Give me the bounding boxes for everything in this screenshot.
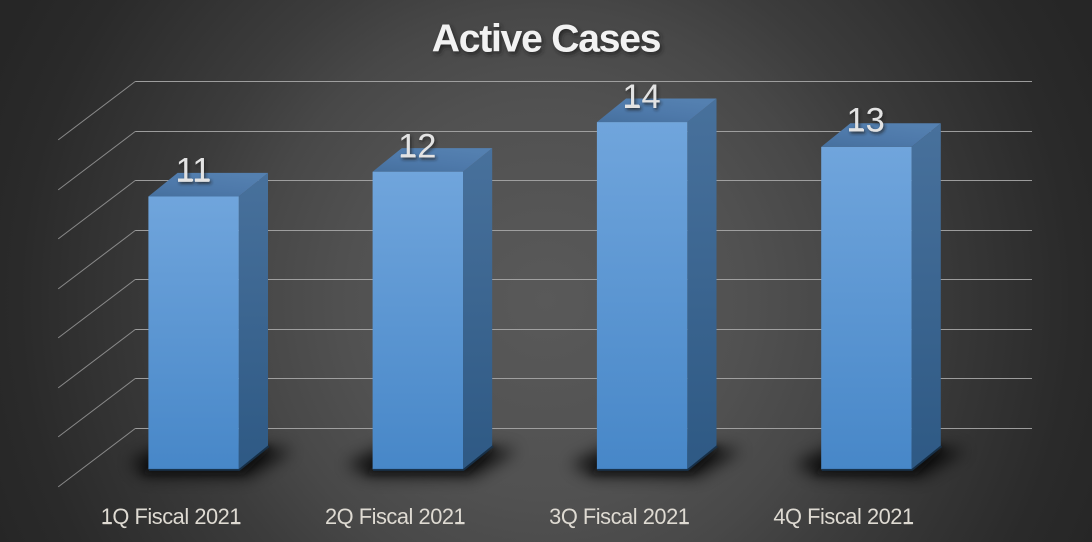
svg-text:4Q Fiscal 2021: 4Q Fiscal 2021 [773,504,914,529]
svg-text:11: 11 [176,152,212,190]
svg-text:1Q Fiscal 2021: 1Q Fiscal 2021 [101,504,242,529]
svg-text:2Q Fiscal 2021: 2Q Fiscal 2021 [325,504,466,529]
svg-text:Active Cases: Active Cases [432,18,661,61]
svg-text:14: 14 [622,78,660,116]
svg-text:13: 13 [846,101,884,139]
svg-text:3Q Fiscal 2021: 3Q Fiscal 2021 [549,504,690,529]
svg-text:12: 12 [398,127,436,165]
